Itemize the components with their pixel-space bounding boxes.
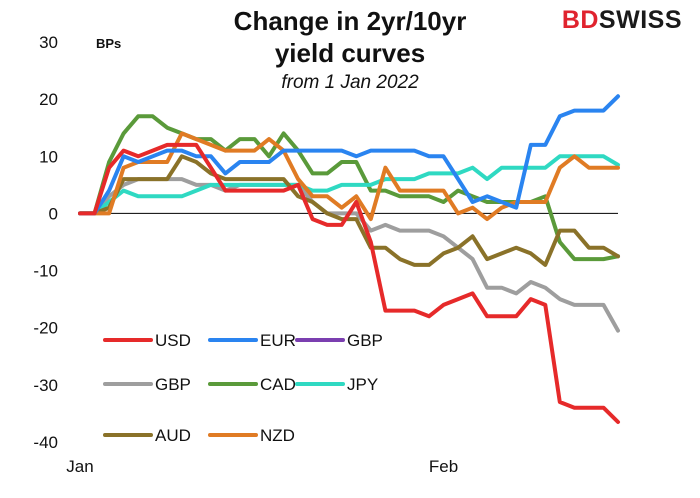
series-line-eur bbox=[78, 94, 620, 216]
y-tick-label: 0 bbox=[49, 204, 58, 223]
series-line-aud bbox=[78, 154, 620, 267]
chart-title-line-1: Change in 2yr/10yr bbox=[233, 6, 467, 36]
legend: USD EUR GBP GBP CAD JPY AUD NZD bbox=[103, 331, 383, 445]
series-line-jpy bbox=[78, 154, 620, 216]
legend-label: USD bbox=[155, 331, 191, 350]
logo-part-swiss: SWISS bbox=[598, 6, 682, 34]
x-tick-label: Jan bbox=[66, 457, 93, 476]
legend-label: CAD bbox=[260, 375, 296, 394]
series-line-cad bbox=[78, 114, 620, 262]
series-line-nzd bbox=[78, 131, 620, 222]
legend-label: EUR bbox=[260, 331, 296, 350]
logo-part-bd: BD bbox=[561, 6, 599, 34]
legend-label: JPY bbox=[347, 375, 378, 394]
axes-group: -40 -30 -20 -10 0 10 20 30 Jan Feb bbox=[33, 33, 618, 476]
legend-label: GBP bbox=[155, 375, 191, 394]
legend-label: NZD bbox=[260, 426, 295, 445]
x-tick-label: Feb bbox=[429, 457, 458, 476]
y-tick-label: -30 bbox=[33, 376, 58, 395]
y-tick-label: 10 bbox=[39, 147, 58, 166]
series-line-usd bbox=[78, 142, 620, 424]
legend-label: GBP bbox=[347, 331, 383, 350]
chart-title-line-2: yield curves bbox=[274, 38, 426, 68]
y-tick-label: -40 bbox=[33, 433, 58, 452]
brand-logo: BDSWISS bbox=[562, 6, 682, 35]
series-lines-group bbox=[78, 94, 620, 424]
y-tick-label: 30 bbox=[39, 33, 58, 52]
legend-label: AUD bbox=[155, 426, 191, 445]
y-axis-label: BPs bbox=[96, 36, 122, 51]
y-tick-label: -20 bbox=[33, 319, 58, 338]
y-tick-label: -10 bbox=[33, 262, 58, 281]
y-tick-label: 20 bbox=[39, 90, 58, 109]
chart-subtitle: from 1 Jan 2022 bbox=[281, 72, 419, 93]
